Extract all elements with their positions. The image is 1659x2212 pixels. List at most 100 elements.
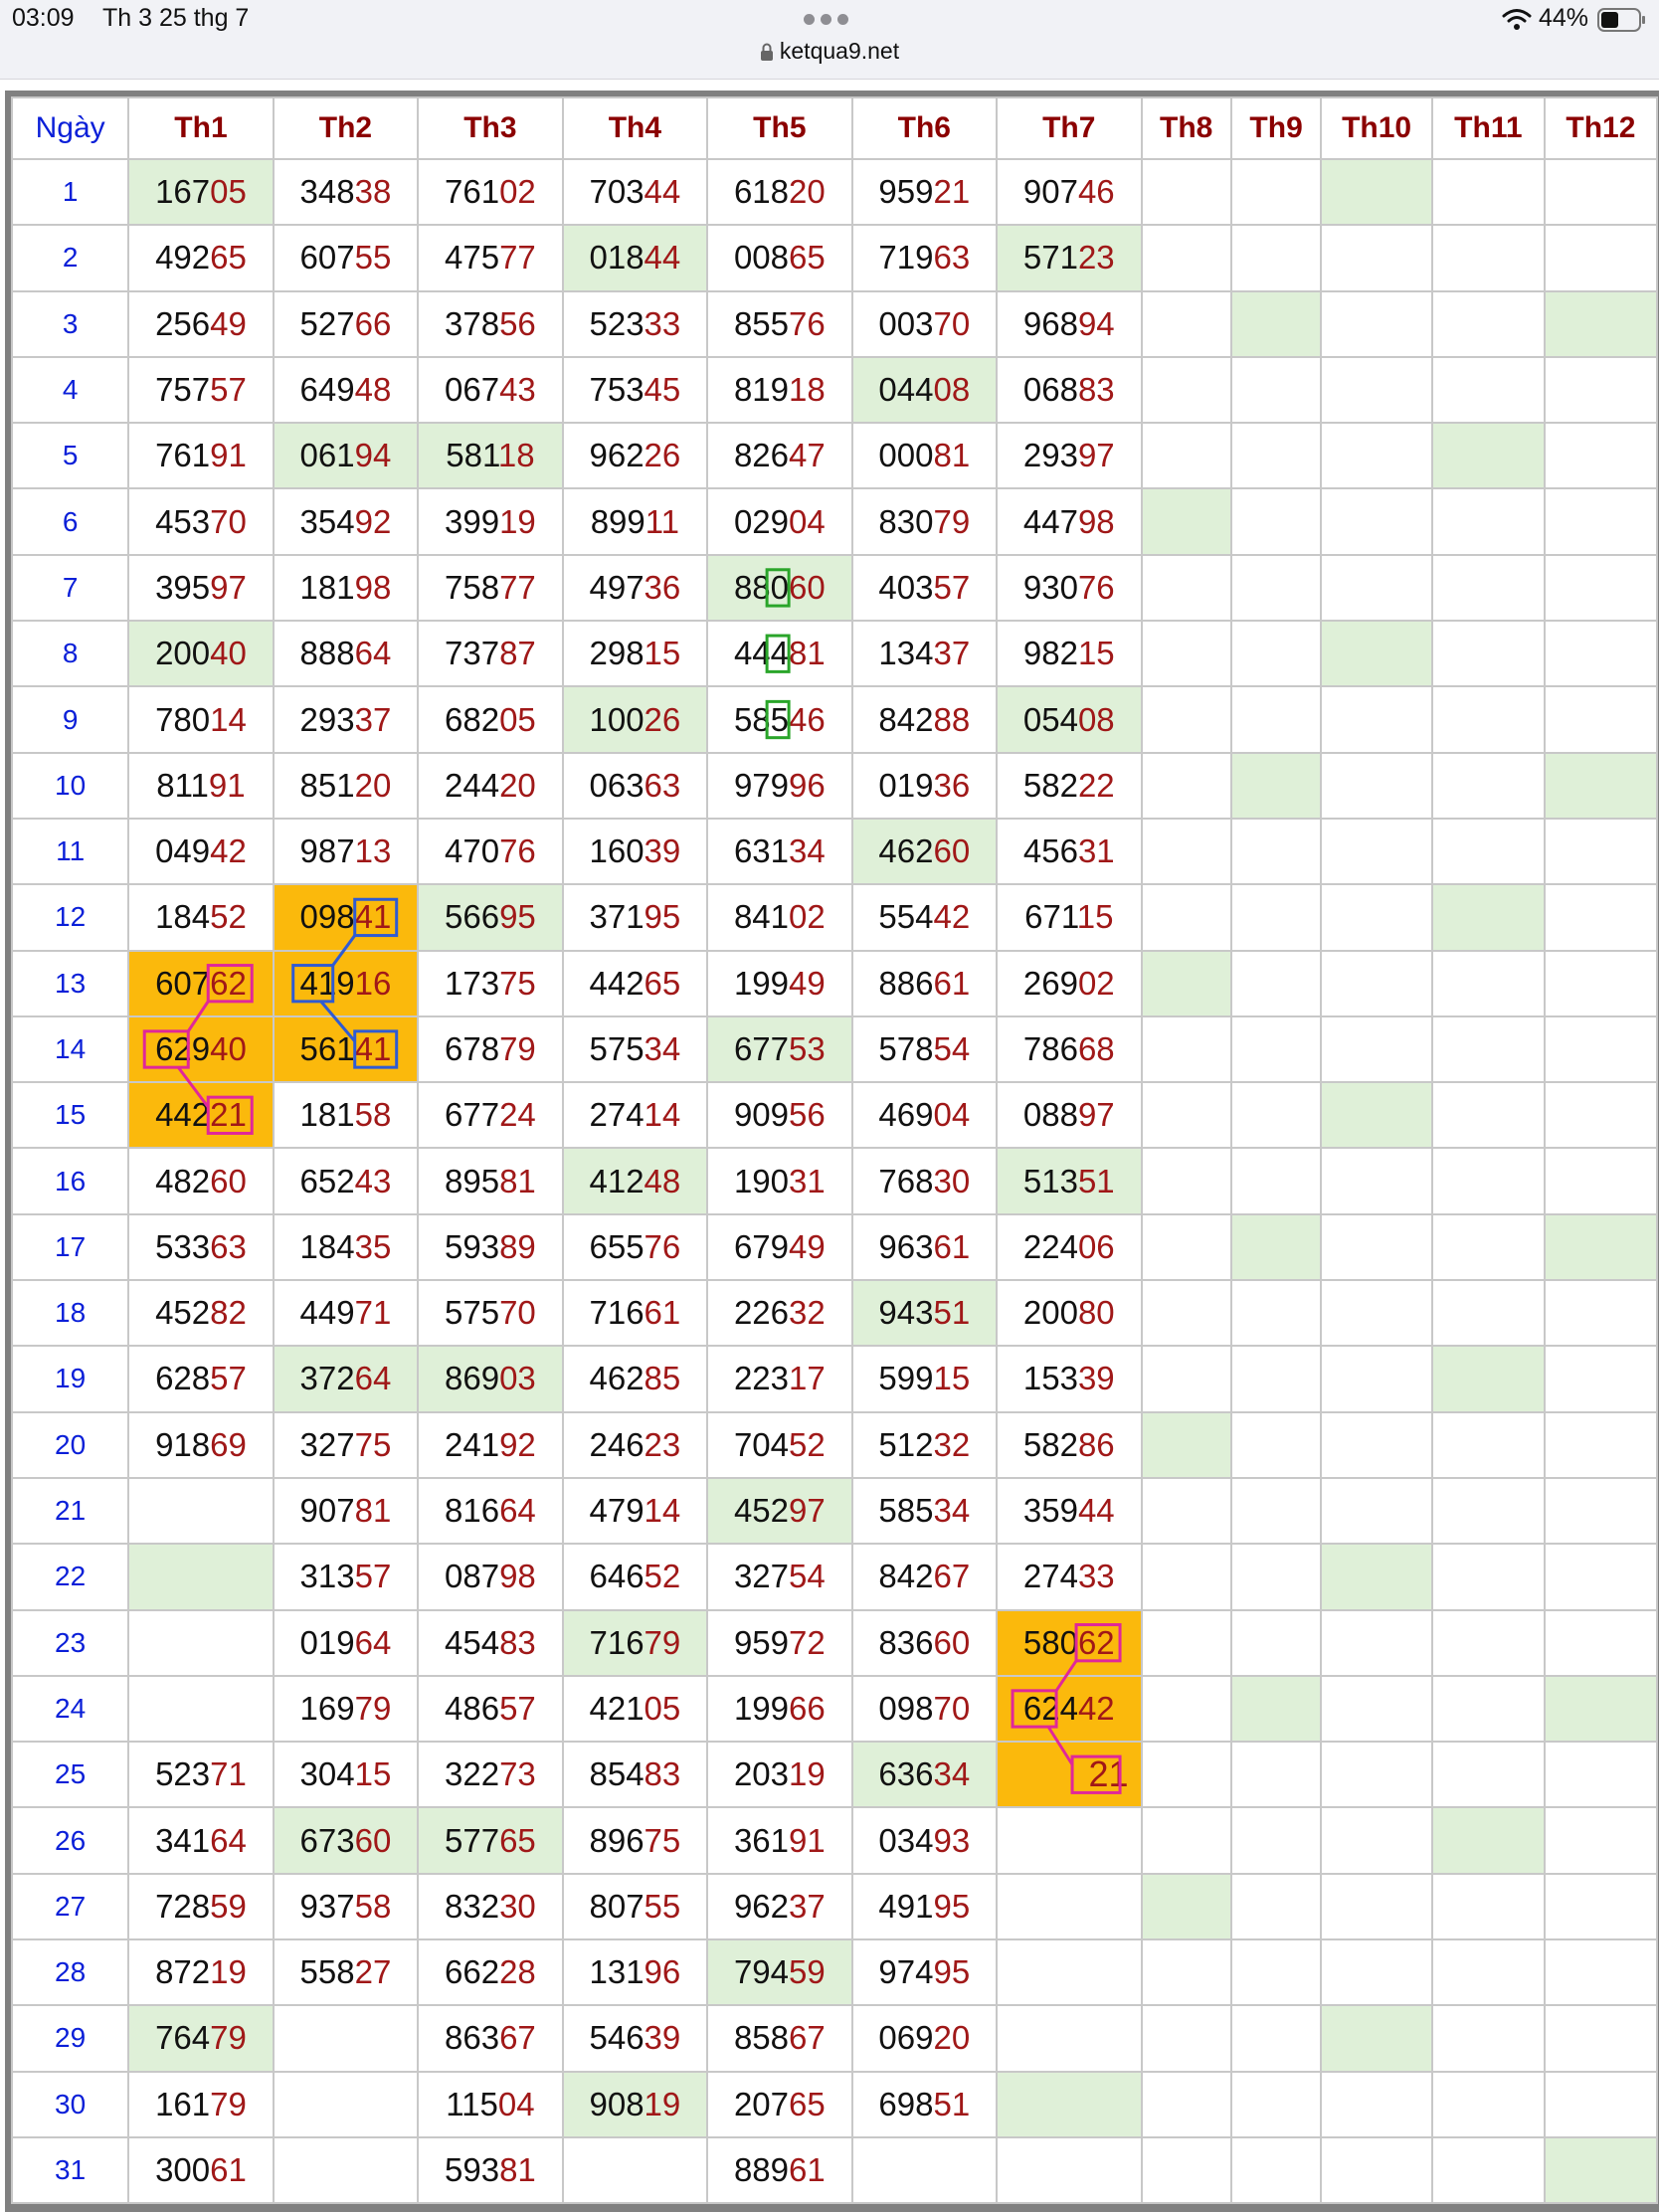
result-tail: 31 (789, 1162, 826, 1199)
result-cell (1543, 422, 1659, 490)
result-cell (1229, 487, 1323, 556)
result-cell: 59389 (417, 1212, 564, 1282)
table-row: 12 18452 09841 56695 37195 84102 55442 67115 (10, 883, 1659, 952)
result-head: 453 (155, 502, 211, 540)
result-tail: 22 (1077, 766, 1115, 804)
result-tail: 36 (933, 766, 971, 804)
result-cell (1229, 1279, 1323, 1348)
result-head: 566 (445, 898, 500, 936)
result-cell: 97996 (706, 751, 853, 820)
result-head: 000 (878, 437, 934, 474)
result-cell: 16179 (127, 2070, 275, 2138)
result-head: 008 (733, 239, 790, 276)
day-label: 9 (10, 685, 130, 754)
result-cell: 20040 (127, 620, 275, 688)
result-cell (1430, 2004, 1546, 2073)
day-label: 17 (10, 1212, 130, 1282)
result-cell (1430, 949, 1546, 1017)
result-cell (1543, 2004, 1659, 2073)
result-cell: 86903 (417, 1345, 564, 1413)
result-cell: 37195 (561, 883, 709, 952)
result-tail: 80 (1077, 1294, 1115, 1332)
result-cell (1140, 1674, 1232, 1744)
result-tail: 14 (210, 700, 247, 738)
result-cell: 36191 (706, 1806, 853, 1875)
status-bar: 03:09 Th 3 25 thg 7 44% ketqua9.net (0, 0, 1659, 80)
result-cell (1543, 355, 1659, 425)
result-tail: 55 (354, 239, 392, 276)
result-tail: 64 (210, 1821, 247, 1859)
result-tail: 20 (789, 173, 826, 211)
result-tail: 02 (499, 173, 536, 211)
result-head: 419 (299, 964, 355, 1002)
result-tail: 88 (933, 700, 971, 738)
result-cell (1320, 157, 1433, 227)
result-cell: 55442 (850, 883, 999, 952)
result-tail: 57 (933, 568, 971, 606)
result-tail: 26 (644, 437, 681, 474)
result-cell: 85867 (706, 2004, 853, 2073)
result-head: 169 (299, 1689, 355, 1727)
result-head: 662 (445, 1953, 500, 1991)
result-head: 907 (1022, 173, 1078, 211)
result-cell (1543, 620, 1659, 688)
result-head: 959 (733, 1623, 790, 1661)
result-tail: 81 (354, 1492, 392, 1530)
more-dots-icon[interactable] (804, 12, 855, 26)
result-cell (1229, 1212, 1323, 1282)
result-head: 447 (1022, 502, 1078, 540)
result-cell (561, 2135, 709, 2205)
result-cell: 67753 (706, 1014, 853, 1084)
result-cell (1543, 1872, 1659, 1941)
result-cell: 58546 (706, 685, 853, 754)
result-cell (1543, 157, 1659, 227)
result-cell (1320, 883, 1433, 952)
table-row: 20 91869 32775 24192 24623 70452 51232 58286 (10, 1410, 1659, 1479)
result-head: 768 (878, 1162, 934, 1199)
table-row: 27 72859 93758 83230 80755 96237 49195 (10, 1872, 1659, 1941)
result-cell: 09870 (850, 1674, 999, 1744)
header-month-th2: Th2 (272, 96, 420, 160)
result-head: 452 (733, 1492, 790, 1530)
result-head: 293 (1022, 437, 1078, 474)
result-head: 412 (589, 1162, 645, 1199)
result-head: 716 (589, 1294, 645, 1332)
result-tail: 76 (499, 832, 536, 870)
result-tail: 42 (933, 898, 971, 936)
battery-icon (1597, 8, 1645, 32)
result-tail: 60 (210, 1162, 247, 1199)
result-cell: 11504 (417, 2070, 564, 2138)
result-tail: 55 (644, 1887, 681, 1925)
result-tail: 23 (644, 1425, 681, 1463)
result-head: 930 (1022, 568, 1078, 606)
result-head: 652 (299, 1162, 355, 1199)
result-cell: 29397 (996, 422, 1143, 490)
result-tail: 56 (499, 304, 536, 342)
result-cell: 55827 (272, 1938, 420, 2007)
result-head: 098 (878, 1689, 934, 1727)
table-row: 14 62940 56141 67879 57534 67753 57854 78668 (10, 1014, 1659, 1084)
result-tail: 89 (499, 1227, 536, 1265)
table-row: 6 45370 35492 39919 89911 02904 83079 44798 (10, 487, 1659, 556)
result-head: 575 (589, 1030, 645, 1067)
table-row: 25 52371 30415 32273 85483 20319 63634 21 (10, 1741, 1659, 1809)
result-cell (1430, 883, 1546, 952)
result-cell: 83230 (417, 1872, 564, 1941)
result-cell: 16039 (561, 817, 709, 886)
result-tail: 93 (933, 1821, 971, 1859)
result-head: 190 (733, 1162, 790, 1199)
result-tail: 64 (499, 1492, 536, 1530)
table-row: 11 04942 98713 47076 16039 63134 46260 45631 (10, 817, 1659, 886)
result-cell: 78668 (996, 1014, 1143, 1084)
result-head: 207 (733, 2085, 790, 2122)
day-label: 6 (10, 487, 130, 556)
result-head: 842 (878, 1558, 934, 1595)
result-head: 698 (878, 2085, 934, 2122)
result-tail: 24 (499, 1096, 536, 1134)
result-tail: 15 (1077, 635, 1115, 672)
result-cell: 85483 (561, 1741, 709, 1809)
result-cell: 85120 (272, 751, 420, 820)
result-cell: 47577 (417, 224, 564, 292)
address-bar[interactable]: ketqua9.net (0, 38, 1659, 65)
result-cell (1140, 949, 1232, 1017)
